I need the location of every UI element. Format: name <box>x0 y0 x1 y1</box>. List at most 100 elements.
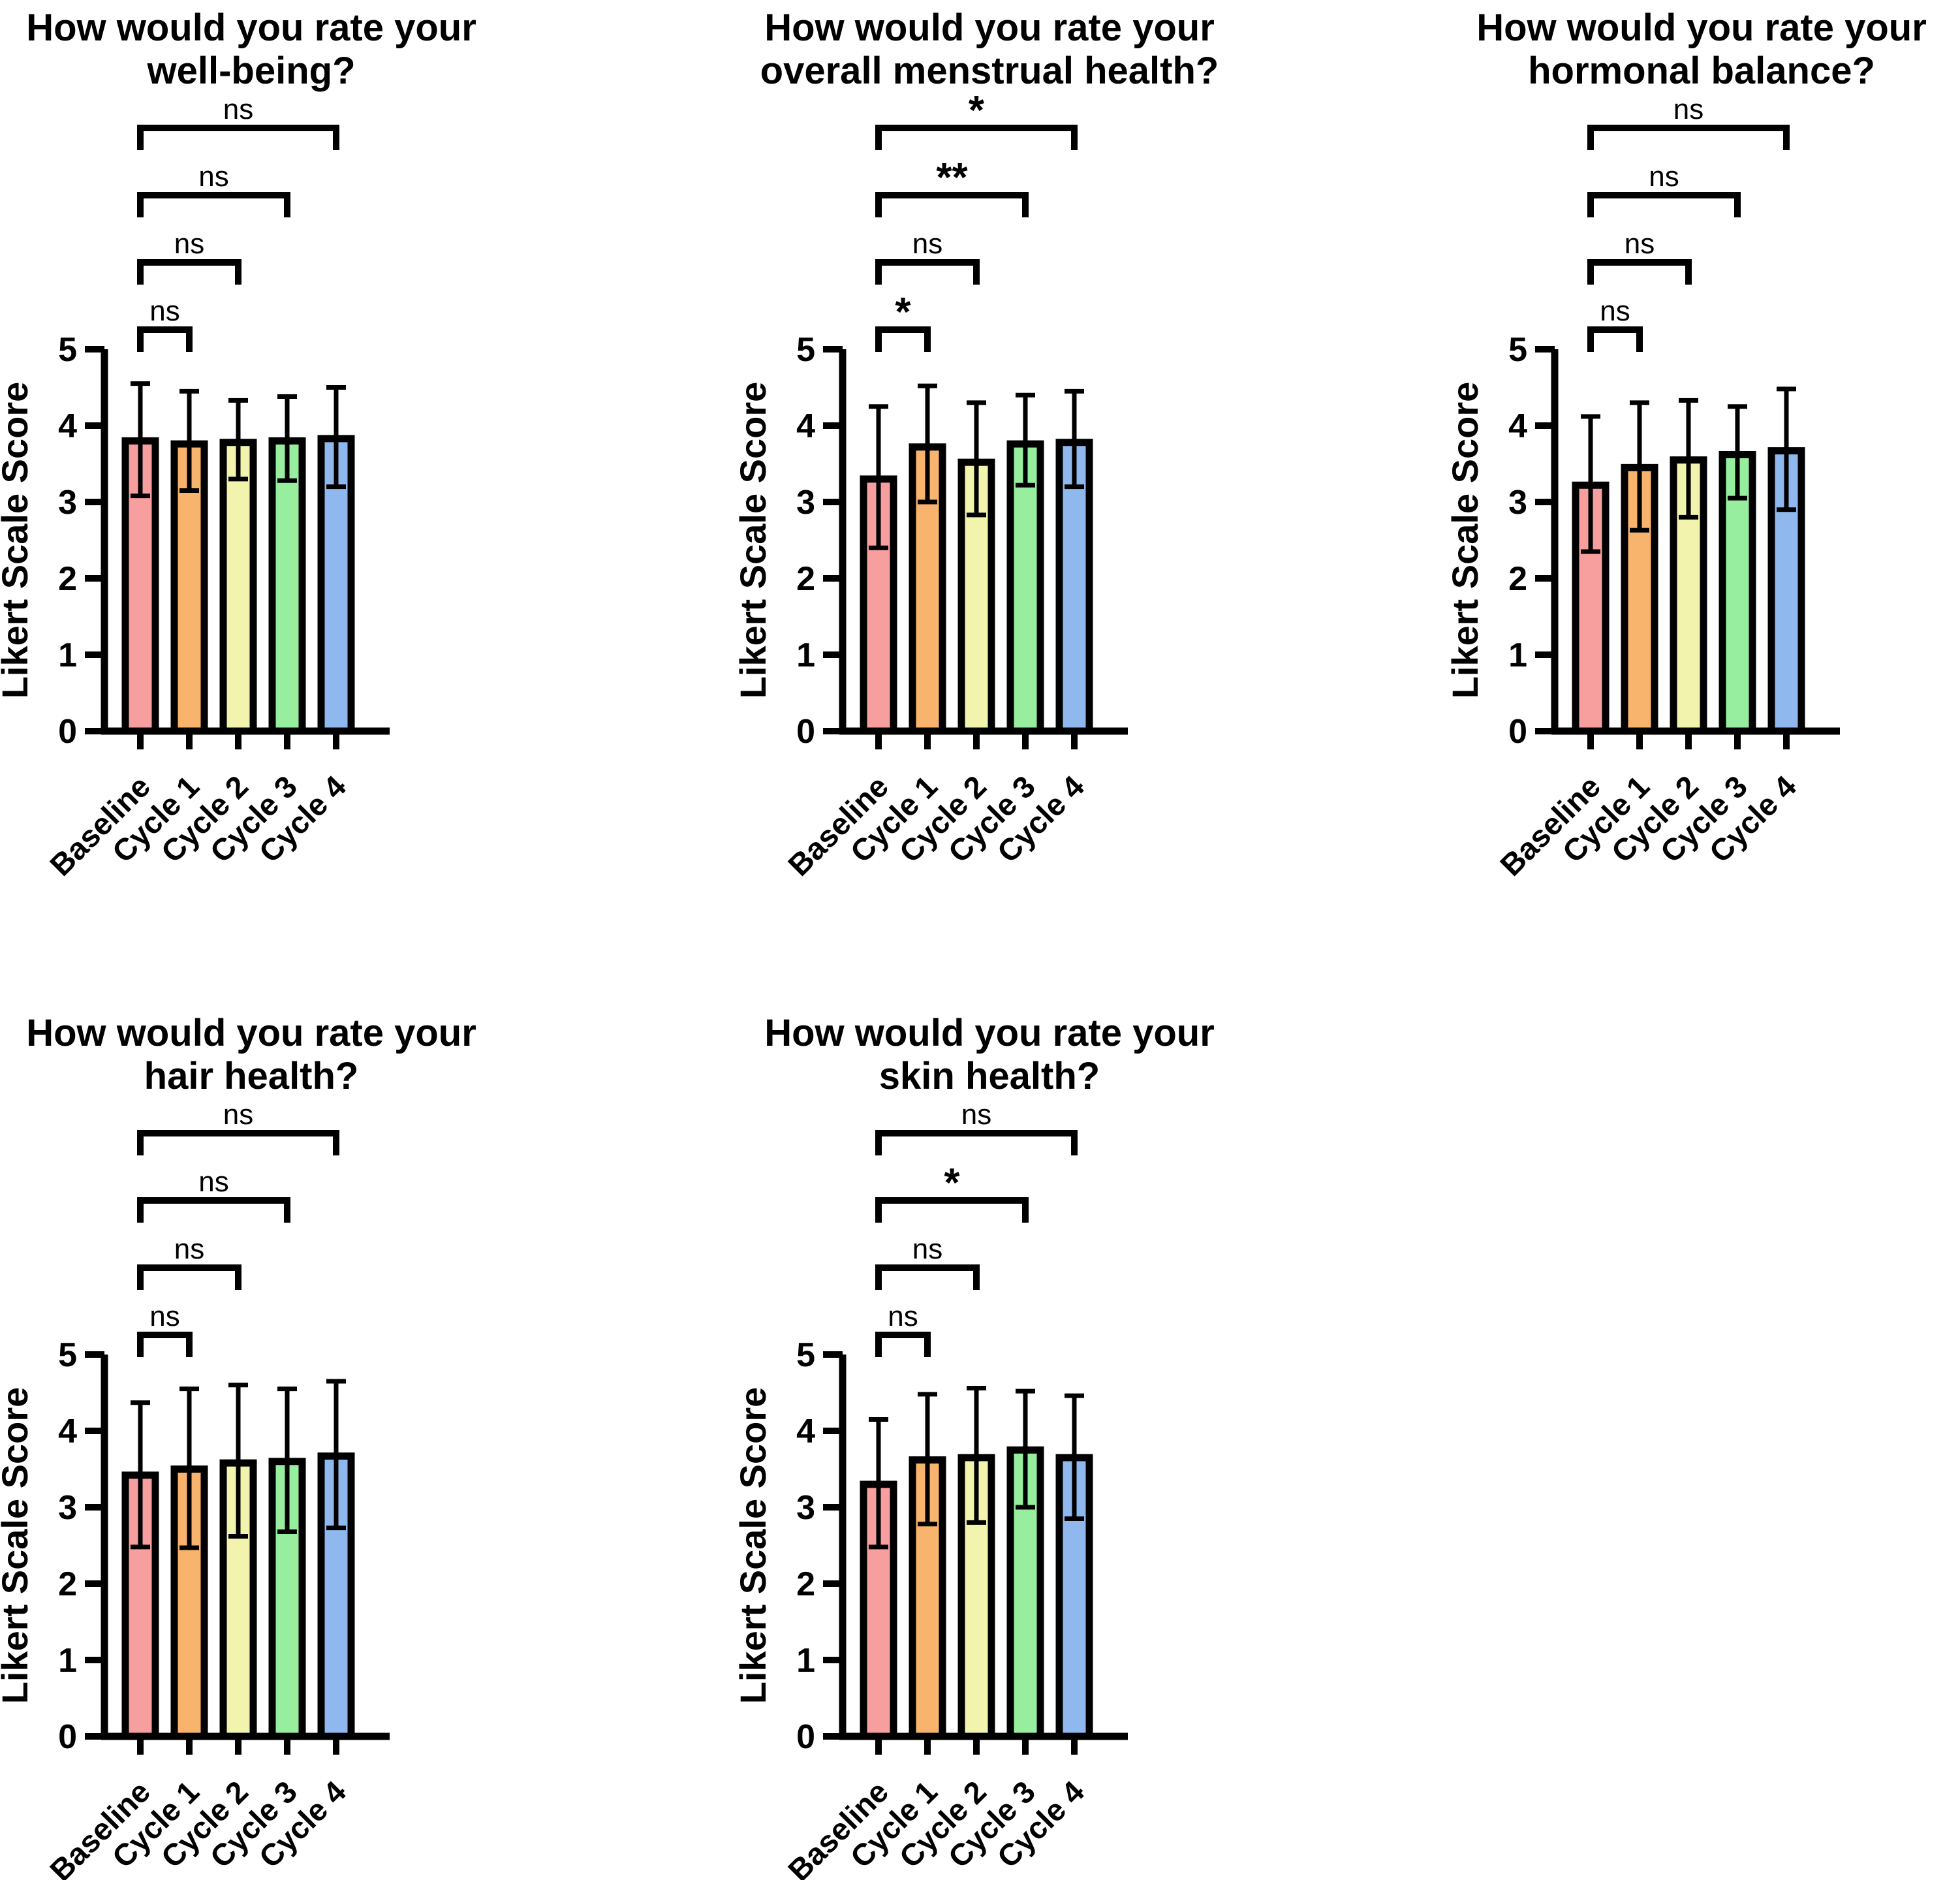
sig-label: ns <box>198 161 228 193</box>
error-bar <box>869 1417 888 1550</box>
sig-label: * <box>969 88 985 133</box>
error-bar <box>1679 398 1698 520</box>
error-bar <box>918 1392 937 1527</box>
y-tick-label: 3 <box>58 484 77 522</box>
bar-cycle-2 <box>219 439 257 735</box>
chart-panel-hair-health: How would you rate your hair health? ns ns n… <box>0 940 653 1880</box>
sig-label: ns <box>223 1099 253 1131</box>
chart-title-line: skin health? <box>879 1055 1100 1097</box>
y-tick-label: 0 <box>1508 713 1527 751</box>
y-tick-label: 3 <box>796 1489 815 1527</box>
sig-bracket <box>875 1332 931 1357</box>
y-tick-label: 2 <box>58 560 77 598</box>
error-bar <box>277 1386 297 1534</box>
y-axis-title: Likert Scale Score <box>732 382 773 699</box>
sig-bracket <box>137 259 241 285</box>
y-tick-label: 1 <box>796 1642 815 1680</box>
chart-title-line: overall menstrual health? <box>760 50 1219 92</box>
sig-label: ns <box>961 1099 991 1131</box>
y-tick-label: 2 <box>796 1565 815 1603</box>
sig-bracket <box>875 1130 1078 1155</box>
sig-bracket <box>137 1332 193 1357</box>
sig-bracket <box>875 1197 1029 1223</box>
error-bar <box>326 385 346 490</box>
error-bar <box>1016 392 1035 488</box>
y-tick-label: 5 <box>796 331 815 369</box>
chart-panel-wellbeing: How would you rate your well-being? ns ns ns… <box>0 0 653 940</box>
error-bar <box>1630 400 1649 533</box>
y-tick-label: 1 <box>796 636 815 674</box>
sig-bracket <box>1587 125 1790 150</box>
sig-label: ns <box>198 1166 228 1198</box>
bar-cycle-2 <box>1670 456 1707 735</box>
sig-bracket <box>875 1264 980 1290</box>
y-axis-title: Likert Scale Score <box>1444 382 1486 699</box>
y-axis-title: Likert Scale Score <box>0 382 35 699</box>
y-tick-label: 1 <box>58 636 77 674</box>
sig-bracket <box>1587 259 1692 285</box>
sig-label: ns <box>1649 161 1679 193</box>
sig-label: ns <box>149 1300 179 1332</box>
bar-cycle-3 <box>268 437 306 735</box>
chart-title-line: How would you rate your <box>1476 7 1927 49</box>
chart-title-line: hormonal balance? <box>1528 50 1875 92</box>
y-tick-label: 4 <box>796 407 815 445</box>
y-tick-label: 1 <box>1508 636 1527 674</box>
y-tick-label: 2 <box>796 560 815 598</box>
sig-bracket <box>137 1130 339 1155</box>
sig-bracket <box>875 192 1029 217</box>
sig-label: ns <box>888 1300 918 1332</box>
sig-label: ns <box>1625 228 1655 260</box>
sig-bracket <box>137 326 193 352</box>
empty-panel <box>1307 940 1960 1880</box>
y-tick-label: 2 <box>1508 560 1527 598</box>
y-tick-label: 0 <box>796 713 815 751</box>
sig-bracket <box>875 125 1078 150</box>
y-axis-title: Likert Scale Score <box>0 1387 35 1704</box>
error-bar <box>1016 1388 1035 1510</box>
chart-title-line: hair health? <box>144 1055 359 1097</box>
y-axis-title: Likert Scale Score <box>732 1387 773 1704</box>
error-bar <box>277 394 297 483</box>
y-tick-label: 0 <box>796 1718 815 1756</box>
error-bar <box>179 388 199 493</box>
error-bar <box>967 400 986 518</box>
chart-title-line: How would you rate your <box>764 1012 1215 1054</box>
sig-label: ns <box>149 295 179 327</box>
sig-label: ns <box>1673 93 1703 125</box>
y-tick-label: 2 <box>58 1565 77 1603</box>
y-tick-label: 5 <box>796 1336 815 1374</box>
y-tick-label: 4 <box>796 1413 815 1450</box>
error-bar <box>131 381 150 499</box>
y-tick-label: 3 <box>58 1489 77 1527</box>
y-tick-label: 0 <box>58 713 77 751</box>
sig-bracket <box>137 125 339 150</box>
error-bar <box>326 1379 346 1531</box>
chart-title-line: How would you rate your <box>764 7 1215 49</box>
sig-label: ns <box>1600 295 1630 327</box>
sig-bracket <box>875 326 931 352</box>
error-bar <box>1777 386 1796 512</box>
chart-panel-hormonal-balance: How would you rate your hormonal balance?… <box>1307 0 1960 940</box>
y-tick-label: 5 <box>58 331 77 369</box>
sig-label: ns <box>223 93 253 125</box>
sig-label: ns <box>174 1233 204 1265</box>
error-bar <box>1581 414 1600 554</box>
sig-bracket <box>875 259 980 285</box>
error-bar <box>869 404 888 550</box>
y-tick-label: 4 <box>1508 407 1527 445</box>
y-tick-label: 5 <box>1508 331 1527 369</box>
sig-bracket <box>137 1197 290 1223</box>
y-tick-label: 0 <box>58 1718 77 1756</box>
error-bar <box>967 1385 986 1525</box>
sig-label: ns <box>912 228 942 260</box>
sig-label: ** <box>936 155 968 200</box>
error-bar <box>1065 388 1084 490</box>
y-tick-label: 3 <box>1508 484 1527 522</box>
sig-bracket <box>137 192 290 217</box>
